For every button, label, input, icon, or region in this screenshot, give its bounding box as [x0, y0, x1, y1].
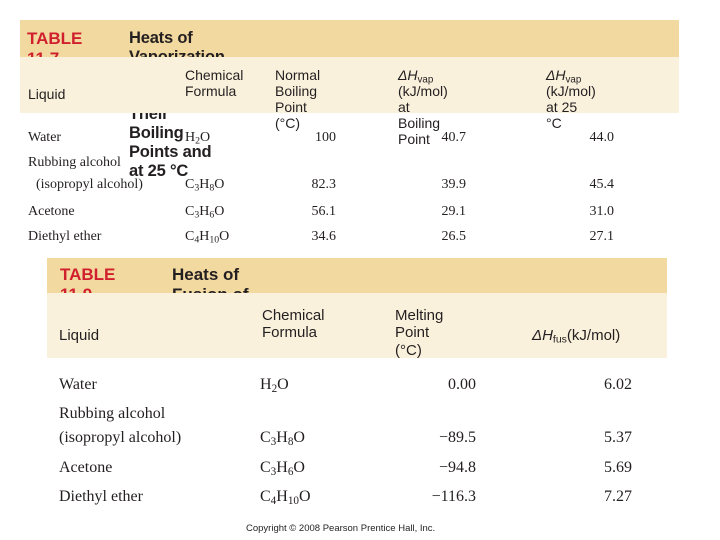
formula-cell: C3H6O [185, 204, 224, 220]
formula-cell: C3H6O [260, 459, 305, 477]
table-11-7-header-dh-boiling: ΔHvap (kJ/mol) at Boiling Point [398, 67, 448, 148]
table-11-9-header-liquid: Liquid [59, 327, 100, 344]
formula-part: C [185, 177, 195, 192]
table-11-7-header-formula: Chemical Formula [185, 67, 244, 100]
formula-part: C [260, 429, 271, 446]
formula-part: O [200, 130, 211, 145]
chemical-formula: C4H10O [260, 488, 311, 507]
formula-part: 10 [287, 494, 300, 507]
melting-point-value: −116.3 [431, 488, 476, 505]
formula-part: 6 [287, 465, 294, 478]
chemical-formula: H2O [185, 130, 211, 147]
dh-vap-boiling-value: 40.7 [441, 130, 467, 145]
formula-part: 3 [270, 465, 277, 478]
formula-cell: C4H10O [260, 488, 311, 506]
table-11-9-header-melting-point: Melting Point (°C) [395, 307, 444, 359]
formula-part: 2 [271, 382, 278, 395]
table-11-7-title-bar [20, 20, 679, 57]
dh-fus-value: 7.27 [604, 488, 632, 505]
formula-part: O [277, 376, 289, 393]
dh-fus-value: 5.37 [604, 429, 632, 446]
liquid-name: Acetone [28, 204, 75, 219]
table-11-9-header-band [47, 293, 667, 358]
formula-part: 2 [195, 135, 201, 147]
formula-part: 8 [287, 435, 294, 448]
chemical-formula: C3H8O [260, 429, 305, 448]
substance-name: Rubbing alcohol [59, 405, 166, 422]
dh-vap-25-value: 31.0 [589, 204, 615, 219]
dh-vap-boiling-value: 39.9 [441, 177, 467, 192]
dh-vap-boiling-value: 29.1 [441, 204, 467, 219]
substance-name-alt: (isopropyl alcohol) [59, 429, 182, 446]
formula-part: C [260, 459, 271, 476]
chemical-formula: C4H10O [185, 229, 230, 246]
substance-name: Diethyl ether [59, 488, 143, 505]
formula-cell: H2O [185, 130, 210, 146]
formula-part: H [276, 459, 288, 476]
boiling-point-value: 100 [315, 130, 336, 145]
formula-part: H [199, 177, 210, 192]
formula-part: H [260, 376, 272, 393]
formula-part: H [276, 429, 288, 446]
formula-cell: C4H10O [185, 229, 229, 245]
chemical-formula: C3H6O [185, 204, 225, 221]
table-11-7-header-liquid: Liquid [28, 86, 66, 102]
formula-part: H [199, 204, 210, 219]
formula-part: O [293, 429, 305, 446]
table-11-9-header-formula: Chemical Formula [262, 307, 325, 342]
boiling-point-value: 82.3 [311, 177, 337, 192]
dh-vap-25-value: 27.1 [589, 229, 615, 244]
boiling-point-value: 56.1 [311, 204, 337, 219]
copyright-notice: Copyright © 2008 Pearson Prentice Hall, … [246, 523, 436, 534]
melting-point-value: −89.5 [438, 429, 476, 446]
formula-cell: C3H8O [260, 429, 305, 447]
liquid-name: Rubbing alcohol [28, 155, 121, 170]
formula-cell: C3H8O [185, 177, 224, 193]
formula-part: O [299, 488, 311, 505]
table-11-9-title-bar [47, 258, 667, 293]
formula-part: 6 [209, 209, 215, 221]
melting-point-value: 0.00 [448, 376, 476, 393]
chemical-formula: C3H8O [185, 177, 225, 194]
chemical-formula: H2O [260, 376, 289, 395]
formula-part: 3 [194, 209, 200, 221]
melting-point-value: −94.8 [438, 459, 476, 476]
formula-part: C [185, 204, 195, 219]
formula-part: 8 [209, 182, 215, 194]
liquid-name: Water [28, 130, 62, 145]
formula-part: 4 [194, 234, 200, 246]
table-11-9-header-dh-fusion: ΔHfus(kJ/mol) [532, 327, 621, 346]
formula-part: O [214, 177, 225, 192]
table-11-7-header-dh-25: ΔHvap (kJ/mol) at 25 °C [546, 67, 596, 132]
substance-name: Water [59, 376, 97, 393]
dh-fus-value: 6.02 [604, 376, 632, 393]
dh-fus-value: 5.69 [604, 459, 632, 476]
boiling-point-value: 34.6 [311, 229, 337, 244]
formula-part: C [185, 229, 195, 244]
dh-vap-25-value: 44.0 [589, 130, 615, 145]
formula-cell: H2O [260, 376, 289, 394]
dh-vap-boiling-value: 26.5 [441, 229, 467, 244]
formula-part: O [214, 204, 225, 219]
chemical-formula: C3H6O [260, 459, 305, 478]
formula-part: 4 [270, 494, 277, 507]
formula-part: H [185, 130, 196, 145]
formula-part: O [293, 459, 305, 476]
substance-name: Acetone [59, 459, 113, 476]
liquid-name-alt: (isopropyl alcohol) [36, 177, 143, 192]
table-11-7-header-boiling-point: Normal Boiling Point (°C) [275, 67, 321, 132]
formula-part: O [219, 229, 230, 244]
formula-part: C [260, 488, 271, 505]
formula-part: H [276, 488, 288, 505]
formula-part: H [199, 229, 210, 244]
table-11-7-header-band [20, 57, 679, 113]
formula-part: 3 [194, 182, 200, 194]
dh-vap-25-value: 45.4 [589, 177, 615, 192]
formula-part: 10 [209, 234, 220, 246]
formula-part: 3 [270, 435, 277, 448]
liquid-name: Diethyl ether [28, 229, 102, 244]
